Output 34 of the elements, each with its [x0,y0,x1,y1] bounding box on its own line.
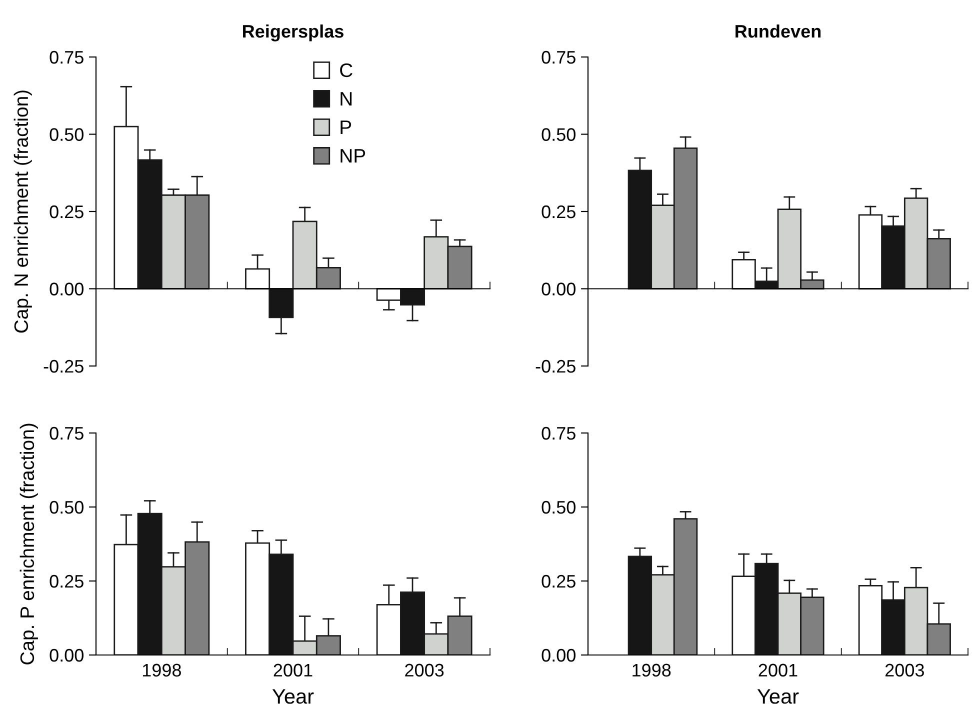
chart-title: Rundeven [736,24,821,38]
y-tick-label: 0.25 [542,205,576,218]
y-axis-title: Cap. P enrichment (fraction) [20,424,38,664]
y-tick-label: -0.25 [44,360,84,373]
y-tick-label: 0.00 [50,282,84,296]
y-tick-label: 0.75 [542,50,576,64]
legend-label: N [340,92,352,106]
legend-label: P [340,120,352,134]
y-tick-label: 0.75 [50,426,84,440]
x-tick-label: 2003 [885,664,924,677]
x-tick-label: 2003 [405,664,444,677]
y-axis-title: Cap. N enrichment (fraction) [14,90,32,333]
y-tick-label: 0.00 [542,282,576,296]
x-tick-label: 1998 [142,664,181,677]
x-tick-label: 2001 [274,664,312,677]
chart-title: Reigersplas [243,24,344,42]
x-axis-title: Year [757,689,799,704]
y-tick-label: 0.75 [542,426,576,440]
y-tick-label: 0.50 [50,500,84,514]
y-tick-label: 0.25 [542,574,576,588]
y-tick-label: 0.25 [50,205,84,218]
y-tick-label: 0.25 [50,574,84,588]
y-tick-label: 0.50 [542,128,576,141]
y-tick-label: 0.00 [542,648,576,662]
y-tick-label: 0.75 [50,50,84,64]
x-axis-title: Year [272,689,314,704]
legend-label: NP [340,149,366,163]
y-tick-label: 0.50 [50,128,84,141]
legend-label: C [340,63,352,78]
y-tick-label: 0.50 [542,500,576,514]
y-tick-label: -0.25 [536,360,576,373]
x-tick-label: 1998 [632,664,671,677]
y-tick-label: 0.00 [50,648,84,662]
x-tick-label: 2001 [758,664,798,677]
